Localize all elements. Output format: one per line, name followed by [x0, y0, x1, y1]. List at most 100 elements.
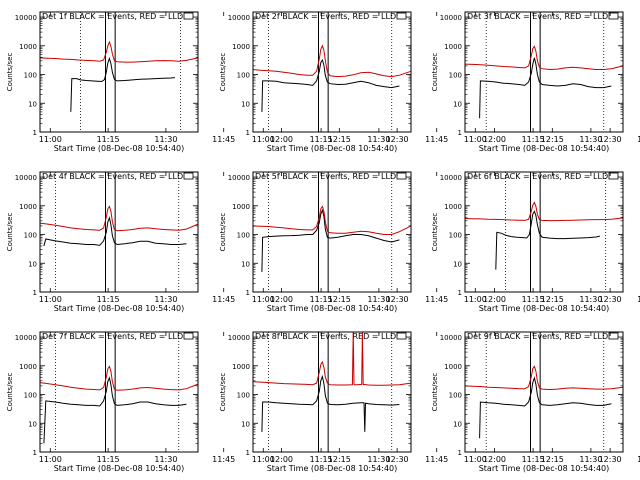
x-tick-label: 11:00	[39, 295, 62, 304]
x-tick-label: 11:00	[464, 455, 487, 464]
x-tick-label: 11:15	[310, 295, 333, 304]
x-axis-label: Start Time (08-Dec-08 10:54:40)	[479, 144, 610, 153]
y-tick-label: 100	[24, 72, 37, 80]
x-tick-label: 11:00	[252, 135, 275, 144]
plot-title: Det 3f BLACK = Events, RED = LLD	[467, 12, 608, 21]
y-axis-label: Counts/sec	[6, 213, 14, 252]
corner-box-icon	[608, 172, 619, 180]
plot-frame	[252, 171, 412, 293]
x-tick-label: 12:30	[599, 135, 622, 144]
events-series-line	[261, 58, 400, 112]
y-tick-label: 10000	[15, 14, 37, 22]
x-tick-label: 12:00	[483, 455, 506, 464]
y-tick-label: 1000	[19, 203, 37, 211]
x-tick-label: 12:30	[599, 455, 622, 464]
y-tick-label: 100	[24, 392, 37, 400]
y-tick-label: 10000	[440, 334, 462, 342]
detector-plot-2: Det 2f BLACK = Events, RED = LLD 11:00 11:…	[219, 11, 622, 153]
y-tick-label: 10000	[15, 174, 37, 182]
detector-plot-7: Det 7f BLACK = Events, RED = LLD 11:00 11:…	[6, 331, 409, 473]
lld-series-line	[252, 331, 412, 386]
x-tick-label: 11:30	[154, 295, 177, 304]
x-tick-label: 11:00	[464, 135, 487, 144]
x-tick-label: 11:45	[212, 135, 235, 144]
y-tick-label: 100	[237, 392, 250, 400]
plot-frame	[252, 11, 412, 133]
detector-plot-3: Det 3f BLACK = Events, RED = LLD 11:00 11:…	[431, 11, 640, 153]
x-axis-label: Start Time (08-Dec-08 10:54:40)	[479, 464, 610, 473]
lld-series-line	[464, 201, 624, 222]
y-tick-label: 10	[453, 420, 462, 428]
lld-series-line	[39, 205, 199, 232]
x-tick-label: 11:45	[637, 295, 640, 304]
y-tick-label: 1000	[232, 363, 250, 371]
x-tick-label: 12:00	[270, 135, 293, 144]
x-axis-label: Start Time (08-Dec-08 10:54:40)	[267, 464, 398, 473]
x-tick-label: 11:45	[212, 295, 235, 304]
y-axis-label: Counts/sec	[219, 53, 227, 92]
x-tick-label: 12:30	[386, 295, 409, 304]
y-tick-label: 100	[237, 232, 250, 240]
events-series-line	[70, 56, 175, 112]
y-tick-label: 1	[246, 289, 250, 297]
y-tick-label: 10	[28, 260, 37, 268]
y-tick-label: 1000	[444, 203, 462, 211]
lld-series-line	[464, 365, 624, 391]
x-tick-label: 11:30	[579, 295, 602, 304]
events-series-line	[495, 210, 601, 270]
x-tick-label: 12:15	[328, 135, 351, 144]
corner-box-icon	[396, 332, 407, 340]
y-axis-label: Counts/sec	[431, 53, 439, 92]
x-axis-label: Start Time (08-Dec-08 10:54:40)	[54, 144, 185, 153]
x-tick-label: 12:15	[328, 455, 351, 464]
plot-frame	[464, 171, 624, 293]
x-tick-label: 11:00	[464, 295, 487, 304]
y-tick-label: 1000	[19, 43, 37, 51]
x-tick-label: 11:30	[154, 135, 177, 144]
y-tick-label: 1	[246, 129, 250, 137]
corner-box-icon	[608, 12, 619, 20]
y-tick-label: 1	[458, 449, 462, 457]
x-tick-label: 11:30	[367, 295, 390, 304]
y-tick-label: 10	[241, 100, 250, 108]
detector-plot-8: Det 8f BLACK = Events, RED = LLD 11:00 11:…	[219, 331, 622, 473]
events-series-line	[43, 216, 187, 247]
y-axis-label: Counts/sec	[6, 373, 14, 412]
x-tick-label: 11:45	[425, 135, 448, 144]
corner-box-icon	[396, 172, 407, 180]
y-tick-label: 10	[241, 260, 250, 268]
plot-frame	[39, 11, 199, 133]
x-tick-label: 11:15	[97, 135, 120, 144]
x-tick-label: 11:45	[212, 455, 235, 464]
y-tick-label: 10	[241, 420, 250, 428]
y-tick-label: 1000	[19, 363, 37, 371]
x-tick-label: 11:00	[39, 455, 62, 464]
y-tick-label: 10000	[440, 14, 462, 22]
y-tick-label: 100	[24, 232, 37, 240]
y-tick-label: 10000	[228, 174, 250, 182]
detector-plot-1: Det 1f BLACK = Events, RED = LLD 11:00 11:…	[6, 11, 409, 153]
x-tick-label: 11:15	[310, 135, 333, 144]
plot-frame	[39, 171, 199, 293]
lld-series-line	[39, 40, 199, 63]
y-axis-label: Counts/sec	[219, 373, 227, 412]
y-axis-label: Counts/sec	[6, 53, 14, 92]
plot-title: Det 6f BLACK = Events, RED = LLD	[467, 172, 608, 181]
x-tick-label: 12:15	[541, 135, 564, 144]
x-tick-label: 11:15	[522, 295, 545, 304]
plot-title: Det 1f BLACK = Events, RED = LLD	[42, 12, 183, 21]
x-tick-label: 12:00	[270, 455, 293, 464]
corner-box-icon	[183, 332, 194, 340]
y-tick-label: 1000	[444, 363, 462, 371]
events-series-line	[261, 374, 400, 432]
y-tick-label: 1	[246, 449, 250, 457]
plot-title: Det 7f BLACK = Events, RED = LLD	[42, 332, 183, 341]
x-tick-label: 11:15	[97, 295, 120, 304]
x-tick-label: 11:15	[310, 455, 333, 464]
x-tick-label: 11:30	[579, 135, 602, 144]
x-tick-label: 11:45	[425, 455, 448, 464]
y-axis-label: Counts/sec	[431, 373, 439, 412]
x-axis-label: Start Time (08-Dec-08 10:54:40)	[54, 304, 185, 313]
corner-box-icon	[396, 12, 407, 20]
detector-plot-4: Det 4f BLACK = Events, RED = LLD 11:00 11:…	[6, 171, 409, 313]
